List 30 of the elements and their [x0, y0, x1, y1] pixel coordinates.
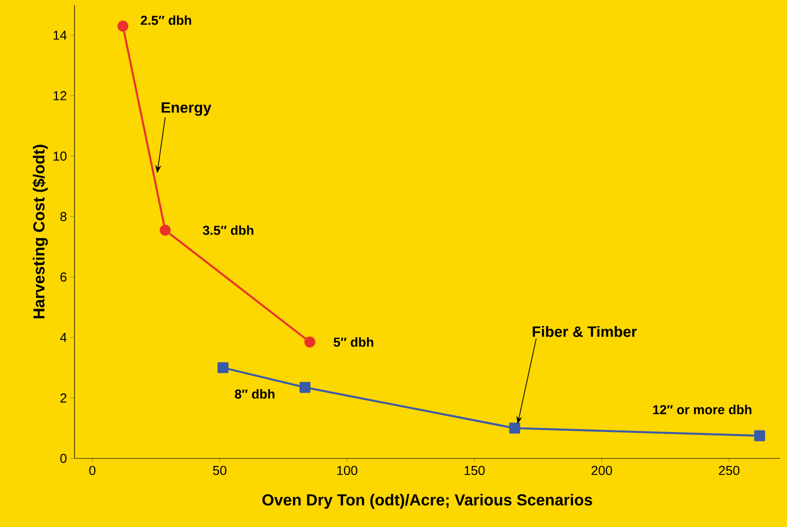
x-tick-label: 50	[212, 466, 226, 475]
x-tick-label: 150	[464, 466, 485, 475]
annotation: 8″ dbh	[234, 389, 274, 399]
annotation: 3.5″ dbh	[202, 225, 254, 235]
point	[218, 362, 228, 374]
y-tick-label: 2	[60, 393, 66, 402]
x-tick-label: 0	[89, 466, 96, 475]
y-tick-label: 14	[54, 30, 67, 40]
x-axis-title: Oven Dry Ton (odt)/Acre; Various Scenarios	[262, 494, 592, 509]
x-tick-label: 100	[337, 466, 358, 475]
series-label: Energy	[162, 102, 212, 116]
point	[304, 336, 316, 348]
annotation: 5″ dbh	[334, 337, 374, 347]
x-tick-label: 250	[718, 466, 740, 475]
point	[300, 382, 310, 393]
y-tick-label: 0	[60, 454, 67, 463]
point	[160, 224, 171, 236]
y-tick-label: 4	[60, 332, 67, 342]
y-axis-title: Harvesting Cost ($/odt)	[32, 144, 48, 318]
y-tick-label: 12	[54, 91, 66, 100]
point	[117, 20, 128, 32]
point	[754, 430, 766, 442]
text: Fiber & Timber	[532, 326, 637, 337]
annotation: 2.5″ dbh	[140, 15, 192, 25]
annotation: 12″ or more dbh	[653, 404, 752, 414]
y-tick-label: 6	[60, 272, 66, 282]
x-tick-label: 200	[592, 466, 612, 475]
y-tick-label: 8	[60, 212, 66, 222]
point	[509, 422, 520, 434]
y-tick-label: 10	[54, 151, 67, 161]
